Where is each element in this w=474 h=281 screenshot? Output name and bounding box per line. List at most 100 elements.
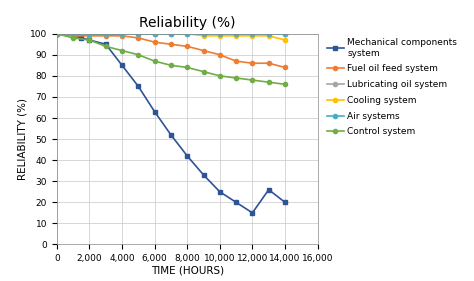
- Mechanical components
system: [201, 173, 206, 177]
- Control system: [184, 66, 190, 69]
- Air systems: [168, 32, 174, 35]
- Air systems: [233, 32, 239, 35]
- Cooling system: [184, 32, 190, 35]
- Mechanical components
system: [87, 38, 92, 42]
- Lubricating oil system: [249, 32, 255, 35]
- Lubricating oil system: [54, 32, 60, 35]
- Fuel oil feed system: [266, 62, 272, 65]
- Fuel oil feed system: [168, 42, 174, 46]
- Fuel oil feed system: [282, 66, 288, 69]
- Control system: [266, 80, 272, 84]
- Cooling system: [201, 34, 206, 38]
- Mechanical components
system: [217, 190, 223, 193]
- Mechanical components
system: [266, 188, 272, 191]
- Fuel oil feed system: [249, 62, 255, 65]
- Air systems: [249, 32, 255, 35]
- Lubricating oil system: [87, 32, 92, 35]
- Control system: [103, 45, 109, 48]
- Y-axis label: RELIABILITY (%): RELIABILITY (%): [17, 98, 27, 180]
- Fuel oil feed system: [201, 49, 206, 52]
- Cooling system: [282, 38, 288, 42]
- Air systems: [136, 32, 141, 35]
- Lubricating oil system: [70, 32, 76, 35]
- Cooling system: [119, 32, 125, 35]
- Fuel oil feed system: [184, 45, 190, 48]
- Control system: [70, 36, 76, 40]
- Lubricating oil system: [136, 32, 141, 35]
- X-axis label: TIME (HOURS): TIME (HOURS): [151, 266, 224, 276]
- Control system: [119, 49, 125, 52]
- Mechanical components
system: [119, 64, 125, 67]
- Fuel oil feed system: [54, 32, 60, 35]
- Cooling system: [266, 34, 272, 38]
- Lubricating oil system: [266, 32, 272, 35]
- Fuel oil feed system: [70, 34, 76, 38]
- Cooling system: [87, 32, 92, 35]
- Lubricating oil system: [282, 32, 288, 35]
- Air systems: [217, 32, 223, 35]
- Air systems: [152, 32, 157, 35]
- Air systems: [266, 32, 272, 35]
- Control system: [282, 83, 288, 86]
- Air systems: [54, 32, 60, 35]
- Lubricating oil system: [103, 32, 109, 35]
- Control system: [152, 60, 157, 63]
- Line: Control system: Control system: [55, 32, 287, 86]
- Mechanical components
system: [54, 32, 60, 35]
- Control system: [54, 32, 60, 35]
- Mechanical components
system: [136, 85, 141, 88]
- Cooling system: [152, 32, 157, 35]
- Cooling system: [103, 32, 109, 35]
- Mechanical components
system: [282, 201, 288, 204]
- Fuel oil feed system: [136, 36, 141, 40]
- Control system: [201, 70, 206, 73]
- Mechanical components
system: [233, 201, 239, 204]
- Legend: Mechanical components
system, Fuel oil feed system, Lubricating oil system, Cool: Mechanical components system, Fuel oil f…: [328, 38, 457, 137]
- Air systems: [70, 32, 76, 35]
- Fuel oil feed system: [217, 53, 223, 56]
- Lubricating oil system: [217, 32, 223, 35]
- Fuel oil feed system: [152, 40, 157, 44]
- Control system: [168, 64, 174, 67]
- Cooling system: [249, 34, 255, 38]
- Fuel oil feed system: [87, 34, 92, 38]
- Fuel oil feed system: [233, 60, 239, 63]
- Lubricating oil system: [152, 32, 157, 35]
- Fuel oil feed system: [119, 34, 125, 38]
- Air systems: [282, 32, 288, 35]
- Lubricating oil system: [201, 32, 206, 35]
- Air systems: [119, 32, 125, 35]
- Air systems: [87, 32, 92, 35]
- Control system: [233, 76, 239, 80]
- Line: Cooling system: Cooling system: [55, 32, 287, 42]
- Line: Fuel oil feed system: Fuel oil feed system: [55, 32, 287, 69]
- Mechanical components
system: [152, 110, 157, 113]
- Cooling system: [70, 32, 76, 35]
- Control system: [87, 38, 92, 42]
- Control system: [249, 78, 255, 82]
- Cooling system: [136, 32, 141, 35]
- Cooling system: [217, 34, 223, 38]
- Mechanical components
system: [70, 34, 76, 38]
- Lubricating oil system: [233, 32, 239, 35]
- Cooling system: [233, 34, 239, 38]
- Mechanical components
system: [103, 42, 109, 46]
- Cooling system: [168, 32, 174, 35]
- Mechanical components
system: [79, 36, 84, 40]
- Mechanical components
system: [168, 133, 174, 137]
- Line: Mechanical components
system: Mechanical components system: [55, 32, 287, 215]
- Control system: [217, 74, 223, 78]
- Air systems: [184, 32, 190, 35]
- Cooling system: [54, 32, 60, 35]
- Line: Air systems: Air systems: [55, 32, 287, 36]
- Lubricating oil system: [119, 32, 125, 35]
- Mechanical components
system: [249, 211, 255, 215]
- Title: Reliability (%): Reliability (%): [139, 16, 236, 30]
- Lubricating oil system: [184, 32, 190, 35]
- Air systems: [103, 32, 109, 35]
- Fuel oil feed system: [103, 34, 109, 38]
- Control system: [136, 53, 141, 56]
- Mechanical components
system: [184, 154, 190, 158]
- Air systems: [201, 32, 206, 35]
- Lubricating oil system: [168, 32, 174, 35]
